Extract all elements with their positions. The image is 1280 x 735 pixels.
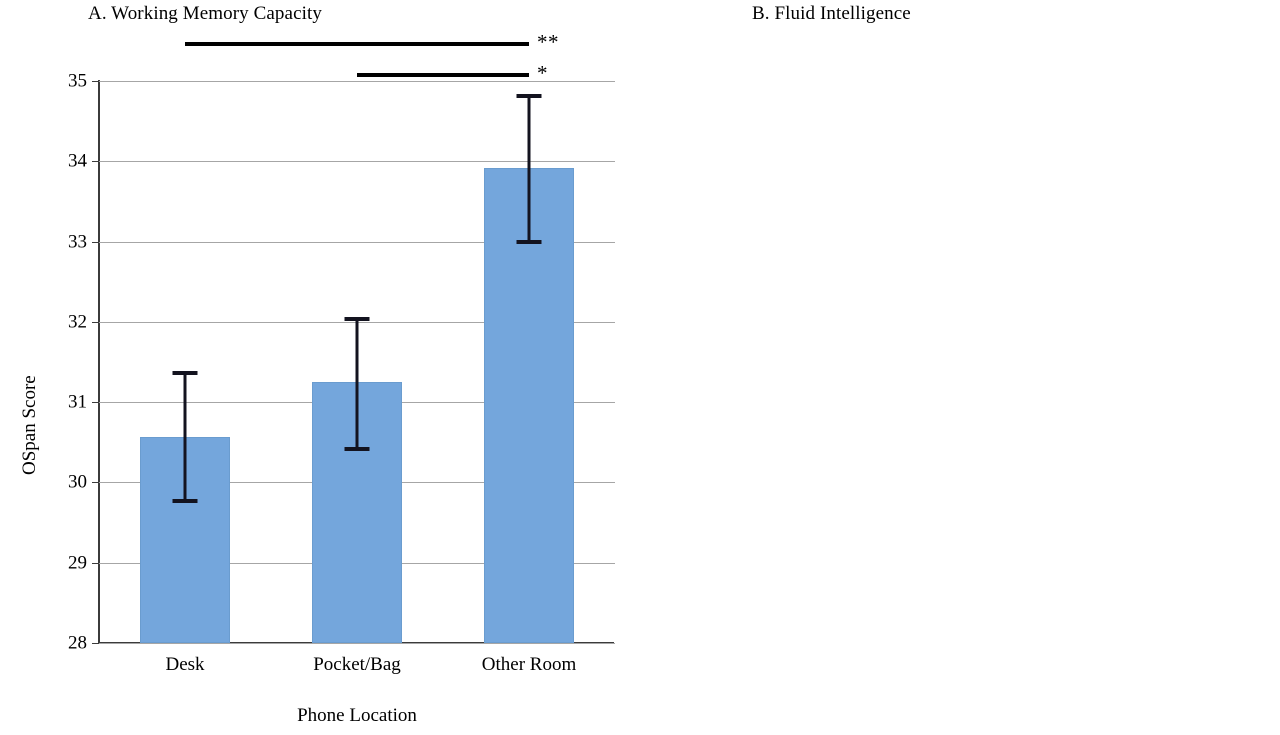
error-bar-cap-lower bbox=[344, 447, 370, 452]
y-axis-tick-mark bbox=[92, 402, 99, 404]
panel-b-fluid-intelligence: B. Fluid Intelligence Correctly Solved M… bbox=[640, 0, 1280, 735]
y-axis-tick-mark bbox=[92, 482, 99, 484]
y-axis-tick-label: 34 bbox=[68, 150, 87, 172]
x-axis-tick-label: Desk bbox=[165, 654, 205, 675]
error-bar-cap-upper bbox=[344, 317, 370, 322]
y-axis-tick-mark bbox=[92, 562, 99, 564]
bar-other-room bbox=[484, 167, 574, 643]
y-axis-tick-label: 32 bbox=[68, 311, 87, 333]
y-axis-tick-label: 30 bbox=[68, 471, 87, 493]
y-axis-tick-label: 33 bbox=[68, 231, 87, 253]
panel-a-title: A. Working Memory Capacity bbox=[88, 3, 322, 24]
gridline bbox=[99, 161, 615, 163]
gridline bbox=[99, 81, 615, 82]
error-bar bbox=[183, 370, 187, 504]
y-axis-tick-mark bbox=[92, 81, 99, 82]
y-axis-tick-label: 35 bbox=[68, 70, 87, 92]
error-bar-cap-upper bbox=[172, 370, 198, 375]
significance-bracket-line bbox=[185, 42, 529, 46]
y-axis-tick-mark bbox=[92, 161, 99, 163]
panel-b-title: B. Fluid Intelligence bbox=[752, 3, 911, 24]
y-axis-tick-label: 29 bbox=[68, 552, 87, 574]
error-bar-cap-lower bbox=[172, 499, 198, 504]
gridline bbox=[99, 643, 615, 644]
x-axis-tick-label: Pocket/Bag bbox=[313, 654, 401, 675]
significance-marker: * bbox=[537, 61, 548, 85]
panel-a-y-axis-line bbox=[98, 80, 100, 644]
panel-a-y-axis-title: OSpan Score bbox=[19, 375, 40, 475]
y-axis-tick-mark bbox=[92, 643, 99, 644]
y-axis-tick-mark bbox=[92, 321, 99, 323]
significance-bracket-line bbox=[357, 73, 529, 77]
panel-a-working-memory-capacity: A. Working Memory Capacity OSpan Score 2… bbox=[19, 3, 615, 726]
x-axis-tick-label: Other Room bbox=[481, 654, 577, 675]
y-axis-tick-label: 31 bbox=[68, 391, 87, 413]
y-axis-tick-mark bbox=[92, 241, 99, 243]
error-bar bbox=[355, 317, 359, 452]
gridline bbox=[99, 241, 615, 243]
significance-marker: ** bbox=[537, 30, 559, 54]
x-axis-title: Phone Location bbox=[297, 705, 417, 726]
y-axis-tick-label: 28 bbox=[68, 632, 87, 654]
error-bar-cap-lower bbox=[516, 239, 542, 244]
error-bar bbox=[527, 93, 531, 244]
panel-a-plot-area: 28 29 30 31 32 33 34 35 bbox=[68, 72, 615, 653]
error-bar-cap-upper bbox=[516, 93, 542, 98]
